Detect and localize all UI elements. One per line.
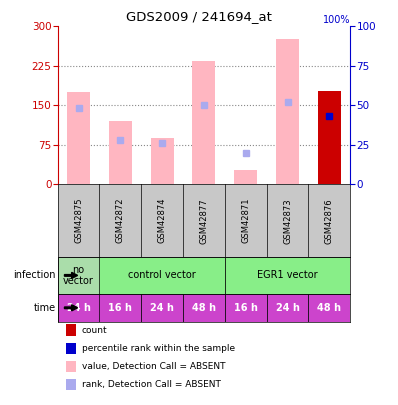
Text: GSM42876: GSM42876: [325, 198, 334, 243]
Text: GDS2009 / 241694_at: GDS2009 / 241694_at: [126, 10, 272, 23]
Bar: [141, 294, 183, 322]
Bar: [225, 294, 267, 322]
Text: control vector: control vector: [128, 271, 196, 280]
Text: GSM42877: GSM42877: [199, 198, 209, 243]
Text: 24 h: 24 h: [67, 303, 90, 313]
Text: infection: infection: [13, 271, 56, 280]
Text: GSM42871: GSM42871: [241, 198, 250, 243]
Text: EGR1 vector: EGR1 vector: [257, 271, 318, 280]
Bar: [225, 257, 350, 294]
Bar: [267, 294, 308, 322]
Bar: [276, 40, 299, 184]
Text: 24 h: 24 h: [150, 303, 174, 313]
Text: no
vector: no vector: [63, 264, 94, 286]
Text: count: count: [82, 326, 107, 335]
Text: GSM42874: GSM42874: [158, 198, 167, 243]
Text: GSM42872: GSM42872: [116, 198, 125, 243]
Text: 100%: 100%: [323, 15, 350, 25]
Bar: [100, 257, 225, 294]
Text: 16 h: 16 h: [109, 303, 132, 313]
Bar: [318, 91, 341, 184]
Text: rank, Detection Call = ABSENT: rank, Detection Call = ABSENT: [82, 380, 220, 389]
Bar: [100, 294, 141, 322]
Text: time: time: [33, 303, 56, 313]
Text: value, Detection Call = ABSENT: value, Detection Call = ABSENT: [82, 362, 225, 371]
Bar: [109, 121, 132, 184]
Text: 48 h: 48 h: [192, 303, 216, 313]
Text: 16 h: 16 h: [234, 303, 258, 313]
Text: GSM42873: GSM42873: [283, 198, 292, 243]
Bar: [58, 294, 100, 322]
Bar: [183, 294, 225, 322]
Bar: [151, 138, 174, 184]
Text: 48 h: 48 h: [317, 303, 341, 313]
Bar: [67, 92, 90, 184]
Text: percentile rank within the sample: percentile rank within the sample: [82, 344, 235, 353]
Text: 24 h: 24 h: [276, 303, 299, 313]
Bar: [234, 170, 257, 184]
Bar: [308, 294, 350, 322]
Text: GSM42875: GSM42875: [74, 198, 83, 243]
Bar: [193, 61, 215, 184]
Bar: [58, 257, 100, 294]
